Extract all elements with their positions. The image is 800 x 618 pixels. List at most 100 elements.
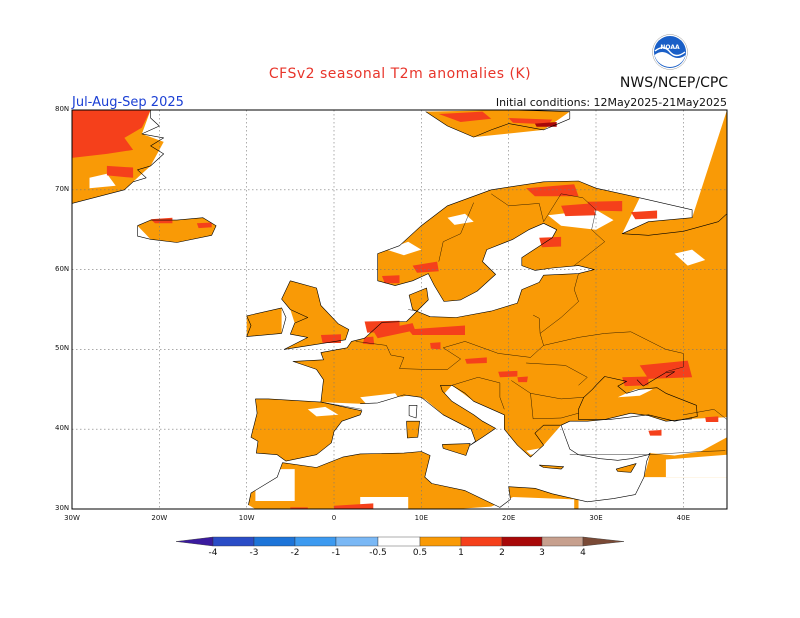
colorbar-tick-label: -2 [290, 548, 300, 558]
coastline [281, 280, 350, 350]
lat-label: 30N [55, 504, 70, 512]
colorbar-tick-label: -3 [249, 548, 259, 558]
anomaly-region-medium [508, 118, 553, 125]
coastline [408, 404, 418, 419]
lat-label: 70N [55, 184, 70, 193]
anomaly-region-medium [72, 110, 151, 158]
country-border [683, 409, 728, 420]
lat-label: 40N [55, 424, 70, 433]
country-border [408, 309, 418, 312]
anomaly-region-medium [438, 111, 492, 122]
anomaly-region-light [281, 280, 349, 350]
anomaly-region-medium [150, 217, 173, 224]
noaa-logo-icon: NOAA [652, 34, 688, 70]
coastline [250, 398, 363, 462]
map-frame [71, 109, 728, 510]
colorbar-tick-label: 3 [539, 548, 545, 558]
coastlines [71, 109, 728, 508]
lon-label: 30W [64, 514, 80, 522]
country-border [451, 377, 505, 410]
colorbar-segment [419, 536, 462, 547]
colorbar-segment [377, 536, 421, 547]
anomaly-region-light [442, 443, 471, 456]
colorbar-tick-label: 0.5 [412, 548, 428, 558]
anomaly-region-medium [705, 416, 719, 422]
anomaly-region-medium [408, 325, 465, 335]
anomaly-region-medium [196, 222, 212, 229]
anomaly-region-medium [106, 165, 134, 178]
graticule [72, 110, 727, 509]
anomaly-region-neutral [578, 477, 727, 509]
country-border [526, 362, 588, 386]
forecast-period: Jul-Aug-Sep 2025 [72, 95, 184, 110]
lat-label: 60N [55, 264, 70, 273]
anomaly-region-light [248, 437, 727, 509]
anomaly-region-neutral [548, 209, 614, 230]
anomaly-region-light [539, 465, 564, 470]
country-border [569, 450, 726, 455]
colorbar-segment [212, 536, 255, 547]
anomaly-region-medium [373, 323, 416, 339]
country-border [355, 314, 544, 370]
colorbar-end-low [175, 536, 214, 547]
anomaly-region-neutral [447, 213, 474, 225]
country-border [320, 401, 362, 410]
anomaly-region-medium [526, 184, 579, 197]
country-border [530, 393, 579, 419]
country-border [574, 197, 605, 266]
anomaly-region-medium [498, 370, 518, 378]
coastline [425, 109, 571, 138]
lon-label: 40E [676, 514, 690, 522]
lon-label: 10W [238, 514, 255, 522]
colorbar-tick-label: -4 [208, 548, 218, 558]
colorbar-segment [294, 536, 337, 547]
anomaly-region-neutral [456, 497, 575, 509]
anomaly-region-medium [517, 376, 528, 383]
anomaly-region-medium [587, 201, 623, 212]
lat-label: 80N [55, 105, 70, 113]
coastline [360, 384, 693, 458]
anomaly-region-neutral [255, 469, 295, 501]
anomaly-region-medium [539, 236, 562, 248]
svg-text:NOAA: NOAA [660, 44, 680, 51]
coastline [246, 307, 287, 337]
anomaly-region-light [616, 463, 637, 473]
country-border [543, 331, 684, 372]
anomaly-region-medium [430, 342, 441, 350]
colorbar-tick-label: 4 [580, 548, 586, 558]
lon-label: 30E [589, 514, 603, 522]
anomaly-region-medium [320, 334, 341, 343]
org-label: NWS/NCEP/CPC [619, 75, 729, 91]
anomaly-region-neutral [307, 406, 339, 417]
lon-label: 0 [331, 514, 337, 522]
anomaly-region-light [406, 421, 420, 438]
anomaly-region-medium [622, 376, 649, 387]
country-border [511, 380, 584, 400]
colorbar-end-high [582, 536, 625, 547]
anomaly-region-medium [630, 210, 658, 220]
coastline [406, 420, 420, 439]
colorbar-segment [253, 536, 296, 547]
colorbar-tick-label: -0.5 [369, 548, 387, 558]
anomaly-region-medium [561, 203, 596, 217]
anomaly-region-medium [465, 357, 487, 364]
colorbar-segment [501, 536, 543, 547]
anomaly-region-medium [639, 360, 693, 379]
coastline [636, 371, 675, 387]
coastline [137, 217, 217, 243]
anomaly-region-medium [334, 503, 374, 509]
anomaly-region-neutral [674, 249, 706, 266]
anomaly-region-neutral [617, 389, 653, 398]
lon-label: 10E [414, 514, 428, 522]
anomaly-region-medium [412, 261, 439, 273]
country-border [539, 273, 579, 334]
anomaly-region-neutral [89, 173, 116, 189]
lon-label: 20E [501, 514, 516, 522]
colorbar-tick-label: 2 [499, 548, 505, 558]
anomaly-region-medium [382, 275, 400, 284]
anomaly-region-neutral [657, 433, 684, 447]
anomaly-region-light [255, 110, 727, 458]
colorbar-segment [541, 536, 584, 547]
